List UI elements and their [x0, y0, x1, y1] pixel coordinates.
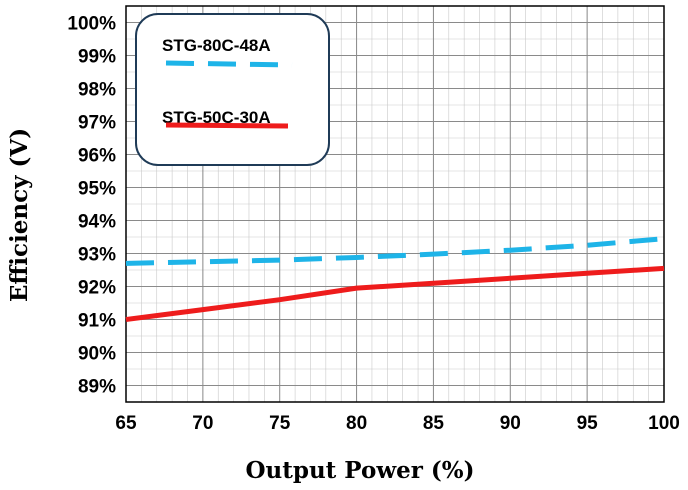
x-tick-label: 70: [192, 413, 213, 434]
x-tick-labels: 65 70 75 80 85 90 95 100: [115, 413, 679, 434]
y-tick-label: 99%: [78, 47, 116, 68]
x-tick-label: 95: [577, 413, 599, 434]
legend-label-series-1: STG-80C-48A: [162, 36, 271, 55]
x-tick-label: 85: [423, 413, 445, 434]
x-tick-label: 80: [346, 413, 367, 434]
y-tick-label: 91%: [78, 311, 116, 332]
legend-swatch-series-2: [165, 122, 289, 129]
x-axis-title: Output Power (%): [245, 457, 474, 484]
y-tick-label: 97%: [78, 113, 116, 134]
y-axis-title: Efficiency (V): [6, 128, 33, 302]
y-tick-label: 94%: [78, 212, 116, 233]
y-tick-label: 96%: [78, 146, 116, 167]
plot-frame: [125, 5, 665, 403]
y-tick-label: 98%: [78, 80, 116, 101]
series-line-1: [125, 236, 665, 266]
legend-label-series-2: STG-50C-30A: [162, 108, 271, 127]
y-tick-label: 92%: [78, 278, 116, 299]
y-tick-label: 100%: [67, 14, 116, 35]
x-tick-label: 75: [269, 413, 291, 434]
y-tick-label: 95%: [78, 179, 116, 200]
y-tick-labels: 89% 90% 91% 92% 93% 94% 95% 96% 97% 98% 99% 100%: [67, 14, 116, 398]
y-tick-label: 93%: [78, 245, 116, 266]
x-tick-label: 100: [648, 413, 680, 434]
series-lines: [125, 236, 665, 322]
series-line-2: [125, 265, 665, 322]
x-tick-label: 90: [500, 413, 521, 434]
y-tick-label: 90%: [78, 344, 116, 365]
y-tick-label: 89%: [78, 377, 116, 398]
legend: STG-80C-48A STG-50C-30A: [135, 13, 330, 166]
legend-swatch-series-1: [165, 60, 293, 68]
x-tick-label: 65: [115, 413, 137, 434]
